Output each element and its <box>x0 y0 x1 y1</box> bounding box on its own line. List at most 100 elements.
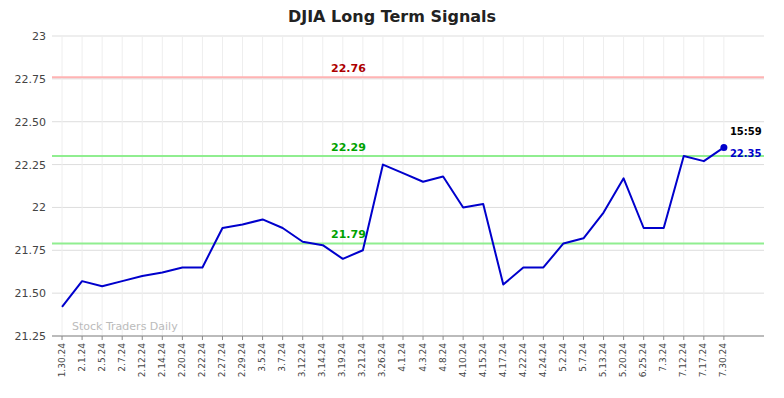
x-grid-line <box>643 36 644 336</box>
x-grid-line <box>322 36 323 336</box>
y-grid-line <box>52 36 764 37</box>
x-tick <box>202 336 203 340</box>
x-tick <box>443 336 444 340</box>
x-tick <box>623 336 624 340</box>
chart-svg: DJIA Long Term Signals21.2521.5021.75222… <box>0 0 784 398</box>
x-tick <box>503 336 504 340</box>
x-grid-line <box>402 36 403 336</box>
x-tick-label: 7.3.24 <box>658 343 668 372</box>
y-tick-label: 23 <box>32 30 46 43</box>
x-tick <box>543 336 544 340</box>
x-tick-label: 2.1.24 <box>77 343 87 372</box>
x-tick <box>583 336 584 340</box>
x-tick-label: 4.10.24 <box>458 343 468 378</box>
x-tick <box>382 336 383 340</box>
x-tick-label: 7.12.24 <box>678 343 688 378</box>
x-tick-label: 2.20.24 <box>177 343 187 378</box>
x-tick-label: 7.17.24 <box>698 343 708 378</box>
x-tick <box>82 336 83 340</box>
x-tick-label: 6.25.24 <box>638 343 648 378</box>
signal-line <box>52 155 764 157</box>
signal-line <box>52 76 764 78</box>
watermark: Stock Traders Daily <box>72 320 178 333</box>
x-tick <box>483 336 484 340</box>
x-grid-line <box>703 36 704 336</box>
y-tick-label: 22 <box>32 201 46 214</box>
x-tick <box>663 336 664 340</box>
y-grid-line <box>52 250 764 251</box>
x-tick <box>262 336 263 340</box>
x-grid-line <box>583 36 584 336</box>
x-grid-line <box>162 36 163 336</box>
y-grid-line <box>52 78 764 79</box>
x-tick-label: 3.12.24 <box>297 343 307 378</box>
x-grid-line <box>262 36 263 336</box>
y-tick-label: 21.75 <box>15 244 47 257</box>
y-grid-line <box>52 121 764 122</box>
series <box>62 144 727 307</box>
y-tick-label: 22.75 <box>15 73 47 86</box>
last-point-marker <box>720 144 727 151</box>
x-tick <box>683 336 684 340</box>
x-grid-line <box>623 36 624 336</box>
x-grid-line <box>62 36 63 336</box>
x-tick <box>603 336 604 340</box>
x-tick-label: 4.3.24 <box>418 343 428 372</box>
y-grid-line <box>52 336 764 337</box>
x-grid-line <box>543 36 544 336</box>
x-tick <box>142 336 143 340</box>
x-tick <box>242 336 243 340</box>
signal-label: 22.76 <box>331 62 366 75</box>
x-tick-label: 7.30.24 <box>718 343 728 378</box>
x-grid-line <box>302 36 303 336</box>
x-tick <box>362 336 363 340</box>
x-grid-line <box>423 36 424 336</box>
x-grid-line <box>242 36 243 336</box>
x-tick-label: 5.20.24 <box>618 343 628 378</box>
x-grid-line <box>683 36 684 336</box>
x-tick <box>723 336 724 340</box>
signal-label: 21.79 <box>331 228 366 241</box>
x-tick-label: 4.8.24 <box>438 343 448 372</box>
x-grid-line <box>563 36 564 336</box>
x-tick-label: 2.22.24 <box>197 343 207 378</box>
y-tick-label: 21.50 <box>15 287 47 300</box>
x-tick-label: 5.7.24 <box>578 343 588 372</box>
x-grid-line <box>122 36 123 336</box>
x-tick-label: 4.22.24 <box>518 343 528 378</box>
x-grid-line <box>603 36 604 336</box>
x-tick <box>643 336 644 340</box>
x-tick-label: 4.24.24 <box>538 343 548 378</box>
x-tick-label: 4.17.24 <box>498 343 508 378</box>
y-grid-line <box>52 164 764 165</box>
x-tick <box>703 336 704 340</box>
x-grid-line <box>222 36 223 336</box>
x-grid-line <box>503 36 504 336</box>
x-tick-label: 2.14.24 <box>157 343 167 378</box>
y-tick-label: 22.50 <box>15 116 47 129</box>
x-grid-line <box>342 36 343 336</box>
x-tick <box>342 336 343 340</box>
x-grid-line <box>182 36 183 336</box>
x-tick-label: 2.27.24 <box>217 343 227 378</box>
x-tick-label: 3.21.24 <box>357 343 367 378</box>
x-tick <box>423 336 424 340</box>
x-grid-line <box>362 36 363 336</box>
x-tick-label: 5.13.24 <box>598 343 608 378</box>
x-tick <box>523 336 524 340</box>
x-grid-line <box>483 36 484 336</box>
x-tick-label: 4.1.24 <box>397 343 407 372</box>
x-grid-line <box>443 36 444 336</box>
x-tick <box>563 336 564 340</box>
x-tick <box>322 336 323 340</box>
x-grid-line <box>102 36 103 336</box>
y-tick-label: 21.25 <box>15 330 47 343</box>
x-tick-label: 3.7.24 <box>277 343 287 372</box>
x-tick <box>302 336 303 340</box>
x-tick-label: 3.14.24 <box>317 343 327 378</box>
x-tick-label: 2.29.24 <box>237 343 247 378</box>
x-tick-label: 2.5.24 <box>97 343 107 372</box>
y-grid-line <box>52 207 764 208</box>
x-tick <box>102 336 103 340</box>
x-axis-line <box>52 336 764 337</box>
